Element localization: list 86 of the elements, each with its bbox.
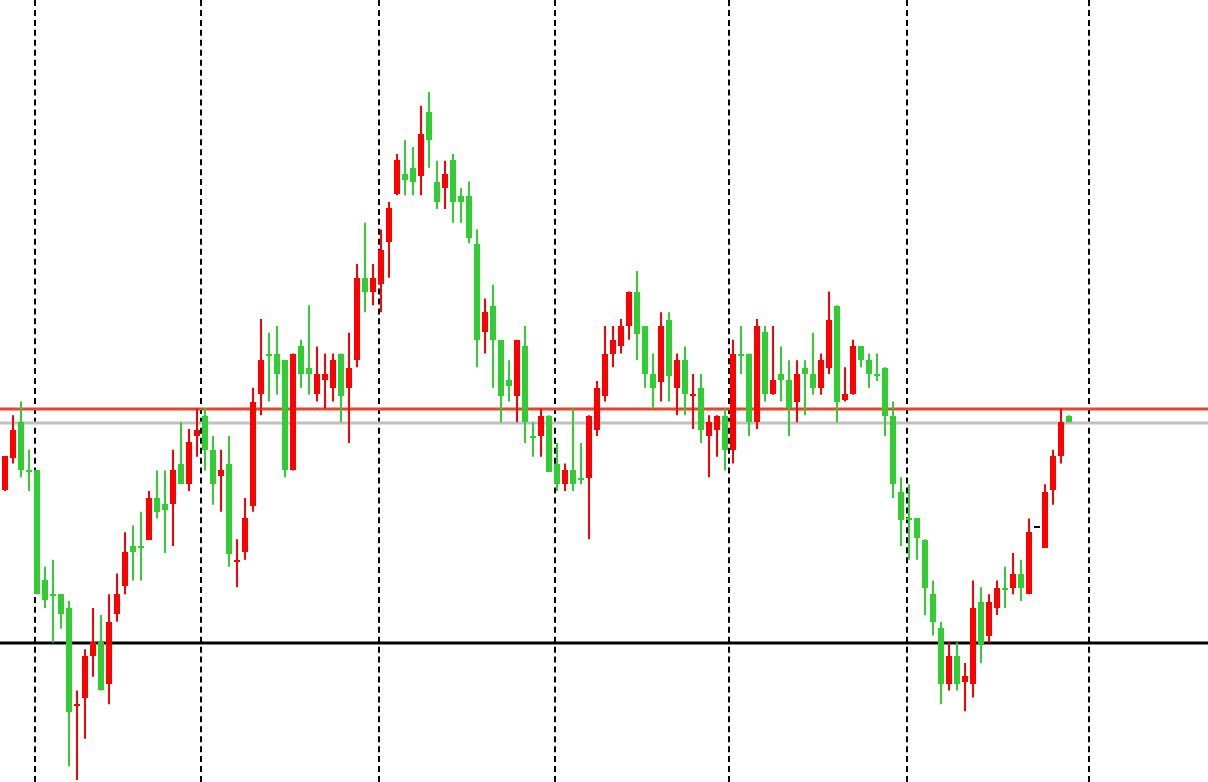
candlestick (426, 91, 432, 169)
candlestick (986, 593, 992, 644)
candlestick (130, 524, 136, 582)
candlestick (378, 228, 384, 314)
candlestick (146, 490, 152, 541)
candlestick (186, 428, 192, 493)
candlestick (1010, 551, 1016, 596)
candlestick (90, 607, 96, 678)
candlestick (154, 469, 160, 520)
candlestick (1002, 565, 1008, 609)
candlestick (482, 297, 488, 355)
candlestick (394, 152, 400, 197)
candlestick (194, 407, 200, 458)
candlestick (434, 159, 440, 210)
candlestick (578, 441, 584, 486)
candlestick (1018, 558, 1024, 603)
candlestick (626, 290, 632, 341)
candlestick (18, 400, 24, 479)
candlestick (930, 579, 936, 637)
candlestick (114, 572, 120, 623)
candlestick (322, 352, 328, 410)
candlestick (562, 462, 568, 493)
candlestick (410, 146, 416, 197)
candlestick (1050, 448, 1056, 506)
candlestick (786, 359, 792, 437)
candlestick (450, 152, 456, 224)
candlestick (802, 359, 808, 417)
candlestick (618, 318, 624, 355)
candlestick (490, 283, 496, 389)
candlestick (210, 435, 216, 506)
candlestick (810, 331, 816, 396)
candlestick (242, 496, 248, 561)
candlestick (234, 538, 240, 589)
candlestick (858, 345, 864, 369)
candlestick (338, 352, 344, 424)
candlestick (538, 407, 544, 458)
candlestick (850, 338, 856, 396)
candlestick (258, 318, 264, 417)
candlestick (314, 345, 320, 403)
candlestick (946, 641, 952, 692)
candlestick (402, 139, 408, 197)
candlestick (714, 414, 720, 458)
candlestick (650, 352, 656, 410)
candlestick (202, 407, 208, 472)
candlestick (842, 366, 848, 403)
candlestick (978, 586, 984, 665)
candlestick (570, 407, 576, 493)
candlestick (306, 304, 312, 396)
candlestick (690, 373, 696, 431)
candlestick (882, 366, 888, 437)
candlestick (50, 558, 56, 644)
candlestick (362, 221, 368, 314)
candlestick (794, 359, 800, 424)
candlestick (778, 345, 784, 403)
candlestick (722, 407, 728, 472)
candlestick (170, 448, 176, 548)
candlestick (1058, 407, 1064, 465)
candlestick (178, 421, 184, 486)
candlestick (610, 324, 616, 369)
candlestick (770, 324, 776, 396)
candlestick (346, 331, 352, 444)
candlestick (82, 648, 88, 740)
candlestick (466, 180, 472, 245)
candlestick (682, 345, 688, 417)
candlestick (530, 421, 536, 458)
candlestick (138, 510, 144, 582)
candlestick (674, 352, 680, 417)
candlestick (914, 517, 920, 561)
candlestick (266, 331, 272, 403)
candlestick (218, 448, 224, 513)
candlestick (98, 613, 104, 692)
candlestick (386, 201, 392, 279)
candlestick (418, 104, 424, 197)
candlestick (122, 531, 128, 596)
candlestick (922, 538, 928, 616)
candlestick (330, 352, 336, 403)
candlestick (162, 469, 168, 554)
candlestick (442, 159, 448, 210)
candlestick (866, 352, 872, 389)
candlestick (298, 338, 304, 389)
candlestick (954, 641, 960, 692)
candlestick (706, 414, 712, 479)
candlestick (906, 483, 912, 561)
candlestick (898, 476, 904, 548)
candlestick (698, 373, 704, 444)
candlestick (74, 689, 80, 781)
